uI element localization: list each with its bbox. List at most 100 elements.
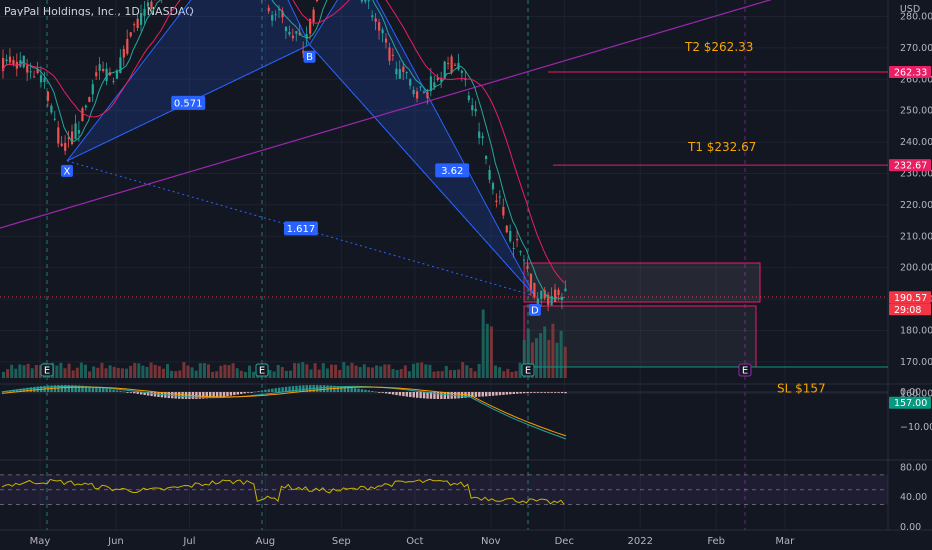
ratio-badge bbox=[283, 221, 318, 236]
candle-body bbox=[543, 290, 546, 299]
price-tag bbox=[889, 291, 931, 304]
volume-bar bbox=[543, 326, 547, 378]
volume-bar bbox=[166, 364, 169, 378]
rsi-pane bbox=[0, 474, 888, 506]
macd-histogram-bar bbox=[488, 392, 491, 397]
time-axis-label: Aug bbox=[256, 536, 276, 547]
candle-body bbox=[540, 290, 543, 299]
macd-histogram-bar bbox=[336, 386, 340, 392]
macd-histogram-bar bbox=[391, 392, 395, 395]
candle-body bbox=[39, 75, 43, 83]
macd-histogram-bar bbox=[26, 387, 29, 392]
volume-bar bbox=[371, 367, 374, 378]
candle-body bbox=[115, 70, 119, 79]
macd-histogram-bar bbox=[322, 385, 326, 392]
candle-body bbox=[426, 91, 429, 99]
macd-histogram-bar bbox=[536, 392, 540, 393]
candle-body bbox=[409, 79, 412, 86]
volume-bar bbox=[309, 369, 313, 378]
volume-bar bbox=[75, 367, 79, 378]
macd-histogram-bar bbox=[319, 385, 322, 392]
candle-body bbox=[388, 47, 391, 61]
macd-histogram-bar bbox=[378, 392, 381, 393]
candle-body bbox=[391, 54, 395, 56]
candle-body bbox=[64, 142, 67, 151]
volume-bar bbox=[112, 366, 116, 378]
trendline-support bbox=[0, 0, 772, 229]
candle-body bbox=[119, 57, 122, 74]
macd-histogram-bar bbox=[550, 392, 553, 393]
candle-body bbox=[436, 77, 439, 80]
candle-body bbox=[453, 64, 457, 66]
volume-bar bbox=[215, 371, 219, 378]
volume-bar bbox=[510, 371, 514, 378]
pattern-point-badge bbox=[60, 164, 73, 177]
candle-body bbox=[288, 31, 291, 35]
candle-body bbox=[278, 9, 281, 11]
volume-bar bbox=[555, 342, 559, 378]
candle-body bbox=[143, 8, 146, 16]
macd-histogram-bar bbox=[22, 388, 26, 392]
volume-bar bbox=[522, 339, 526, 378]
candle-body bbox=[2, 57, 5, 72]
candle-body bbox=[108, 72, 112, 76]
macd-histogram-bar bbox=[460, 392, 464, 399]
volume-bar bbox=[190, 367, 194, 378]
macd-histogram-bar bbox=[64, 385, 67, 392]
macd-histogram-bar bbox=[519, 392, 522, 394]
candle-body bbox=[505, 225, 508, 233]
macd-histogram-bar bbox=[371, 390, 374, 392]
ratio-badge bbox=[435, 163, 470, 178]
volume-bar bbox=[428, 364, 432, 378]
candle-body bbox=[105, 68, 108, 82]
pattern-ratio-line bbox=[309, 44, 536, 297]
macd-histogram-bar bbox=[443, 392, 446, 399]
macd-histogram-bar bbox=[471, 392, 474, 398]
volume-bar bbox=[182, 362, 186, 378]
price-tag bbox=[889, 65, 931, 78]
volume-bar bbox=[161, 368, 165, 378]
price-tag bbox=[889, 159, 931, 172]
price-tick-label: 160.00 bbox=[900, 388, 932, 399]
macd-histogram-bar bbox=[495, 392, 498, 396]
macd-histogram-bar bbox=[108, 389, 112, 392]
macd-histogram-bar bbox=[91, 386, 95, 392]
ratio-badge bbox=[171, 95, 206, 110]
macd-histogram-bar bbox=[77, 385, 81, 392]
candle-body bbox=[512, 247, 515, 249]
volume-bar bbox=[358, 367, 362, 378]
volume-bar bbox=[457, 369, 461, 378]
volume-bar bbox=[489, 326, 493, 378]
trendlines bbox=[0, 0, 888, 368]
macd-histogram-bar bbox=[146, 392, 150, 396]
harmonic-pattern bbox=[66, 0, 536, 297]
volume-bar bbox=[453, 369, 456, 378]
candle-body bbox=[491, 183, 495, 190]
candle-body bbox=[516, 239, 519, 241]
stop-zone bbox=[523, 262, 761, 368]
candle-body bbox=[150, 1, 153, 9]
volume-bar bbox=[420, 362, 424, 378]
macd-histogram-bar bbox=[260, 390, 264, 392]
macd-histogram-bar bbox=[295, 385, 298, 392]
ma-slow-line bbox=[1, 0, 565, 284]
candle-body bbox=[136, 18, 139, 29]
macd-histogram-bar bbox=[174, 392, 177, 399]
candle-body bbox=[405, 71, 408, 73]
macd-histogram-bar bbox=[143, 392, 146, 396]
volume-bar bbox=[289, 370, 292, 378]
volume-bar bbox=[346, 365, 350, 378]
volume-bar bbox=[498, 367, 502, 378]
macd-histogram-bar bbox=[202, 392, 205, 399]
pattern-ratio-line bbox=[66, 160, 536, 297]
candle-body bbox=[284, 26, 288, 32]
macd-histogram-bar bbox=[543, 392, 547, 393]
macd-histogram-bar bbox=[246, 392, 250, 393]
macd-histogram-bar bbox=[253, 391, 257, 393]
macd-histogram-bar bbox=[122, 391, 126, 393]
volume-bar bbox=[186, 365, 190, 378]
macd-histogram-bar bbox=[243, 392, 246, 394]
macd-histogram-bar bbox=[209, 392, 212, 399]
